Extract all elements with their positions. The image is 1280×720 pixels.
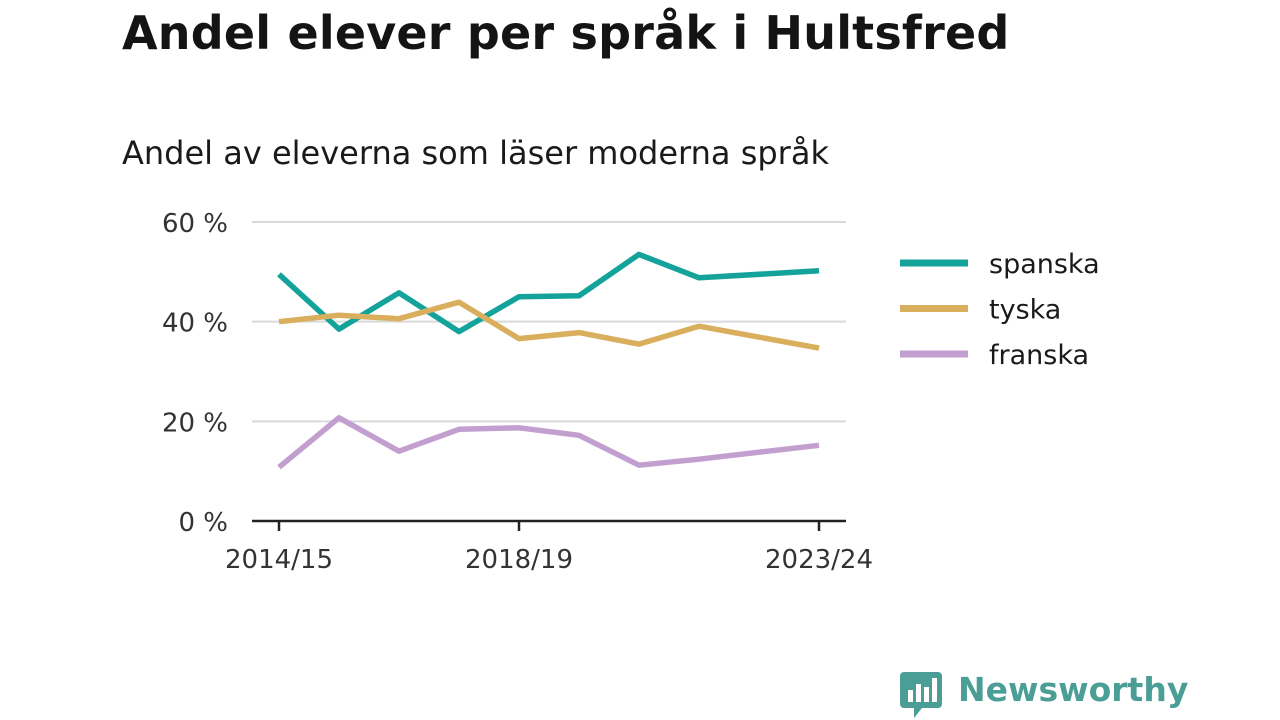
y-tick-label: 20 % (162, 408, 228, 438)
legend-label-spanska: spanska (989, 249, 1100, 280)
series-lines (277, 251, 820, 470)
series-line-franska (277, 415, 820, 470)
x-tick-label: 2014/15 (225, 545, 333, 575)
line-chart: 0 % 20 % 40 % 60 % 2014/15 2018/19 2023/24 sp… (162, 209, 1100, 575)
chart-title: Andel elever per språk i Hultsfred (122, 6, 1010, 60)
x-tick-label: 2023/24 (765, 545, 873, 575)
x-axis: 2014/15 2018/19 2023/24 (225, 519, 873, 575)
newsworthy-logo: Newsworthy (900, 670, 1188, 720)
legend: spanska tyska franska (900, 249, 1100, 371)
series-line-tyska (278, 299, 820, 351)
legend-label-tyska: tyska (989, 295, 1061, 326)
chart-subtitle: Andel av eleverna som läser moderna språ… (122, 134, 829, 172)
legend-label-franska: franska (989, 340, 1089, 371)
y-tick-label: 40 % (162, 309, 228, 339)
gridlines (252, 221, 846, 423)
series-line-spanska (277, 251, 820, 335)
bar-chart-bubble-icon (900, 672, 942, 718)
y-tick-label: 60 % (162, 209, 228, 239)
y-tick-label: 0 % (178, 508, 228, 538)
x-tick-label: 2018/19 (465, 545, 573, 575)
y-axis: 0 % 20 % 40 % 60 % (162, 209, 228, 538)
brand-name: Newsworthy (958, 670, 1189, 709)
